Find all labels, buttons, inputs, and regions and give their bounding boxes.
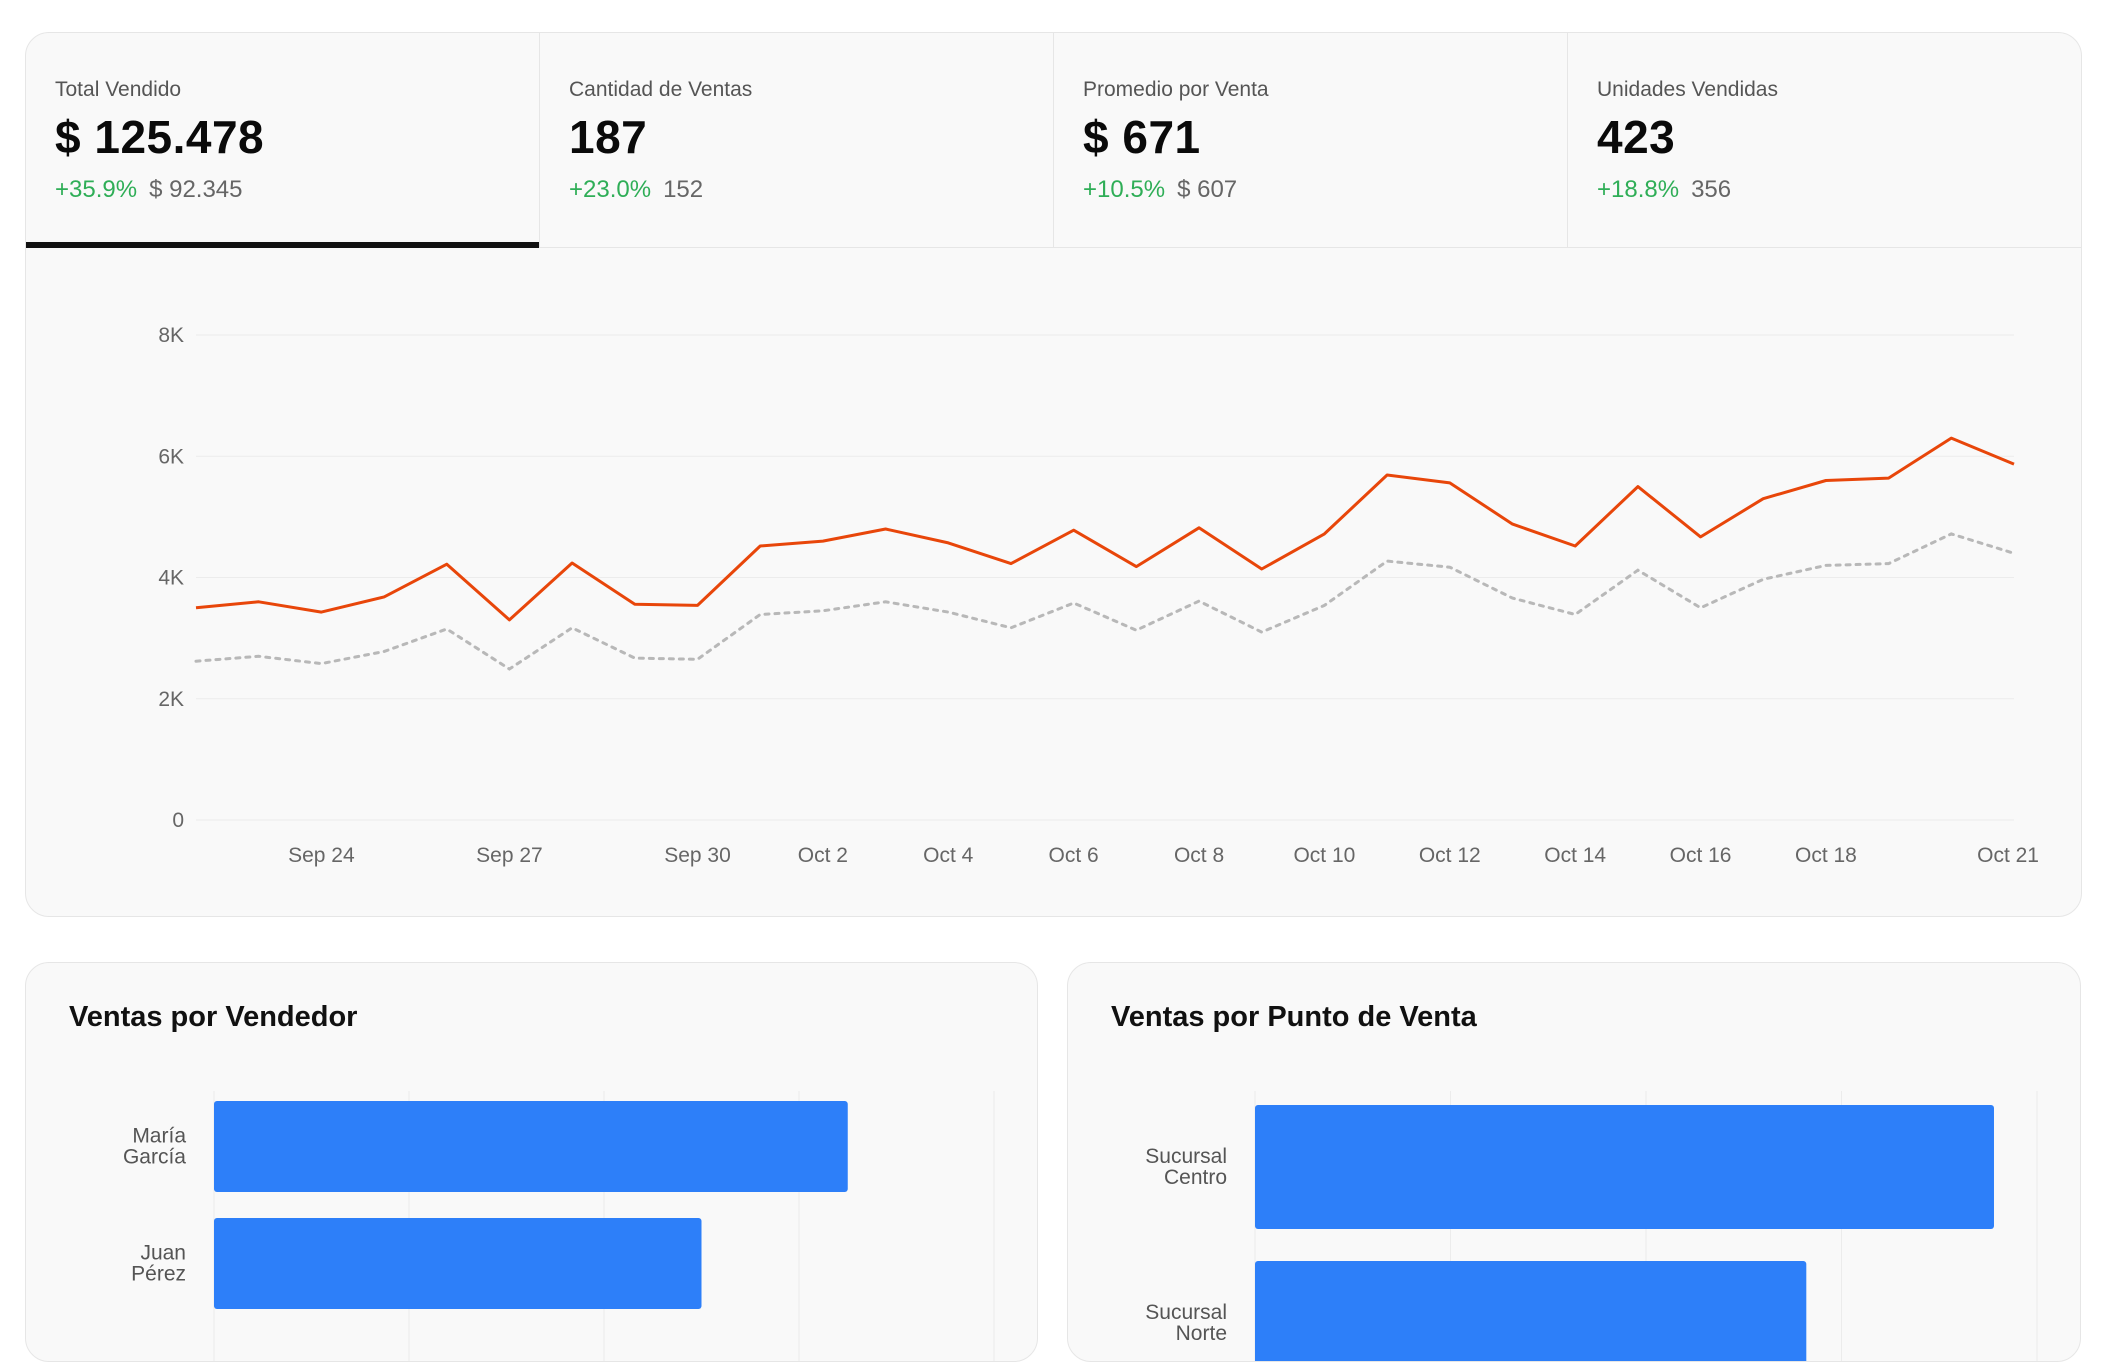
x-tick-label: Sep 27: [476, 844, 543, 867]
kpi-change: +35.9%: [55, 176, 138, 203]
x-tick-label: Oct 16: [1670, 844, 1732, 867]
x-tick-label: Oct 2: [798, 844, 848, 867]
category-label: Sucursal Centro: [1145, 1145, 1227, 1189]
category-label: Juan Pérez: [131, 1242, 186, 1286]
vendedor-bar-chart: María García Juan Pérez: [123, 1091, 995, 1361]
kpi-previous: $ 92.345: [149, 176, 243, 203]
panel-title: Ventas por Punto de Venta: [1111, 1001, 1477, 1033]
kpi-change: +18.8%: [1597, 176, 1680, 203]
series-line-anterior: [194, 532, 2016, 671]
kpi-tab-unidades-vendidas[interactable]: Unidades Vendidas 423 +18.8% 356: [1568, 33, 2081, 247]
kpi-change: +23.0%: [569, 176, 652, 203]
series-line-actual: [195, 436, 2015, 622]
x-tick-label: Oct 21: [1977, 844, 2039, 867]
y-tick-label: 6K: [158, 445, 184, 468]
kpi-label: Promedio por Venta: [1083, 78, 1269, 101]
kpi-previous: 356: [1691, 176, 1732, 203]
kpi-value: 423: [1597, 111, 1676, 163]
y-tick-label: 8K: [158, 324, 184, 347]
sales-overview-card: Total Vendido $ 125.478 +35.9% $ 92.345 C…: [25, 32, 2082, 917]
x-tick-label: Sep 30: [664, 844, 731, 867]
x-tick-label: Sep 24: [288, 844, 355, 867]
ventas-por-vendedor-card: Ventas por Vendedor María García Juan Pérez: [25, 962, 1038, 1362]
y-tick-label: 2K: [158, 688, 184, 711]
kpi-tab-promedio-venta[interactable]: Promedio por Venta $ 671 +10.5% $ 607: [1054, 33, 1568, 247]
category-label: Sucursal Norte: [1145, 1301, 1227, 1345]
kpi-value: 187: [569, 111, 648, 163]
bar: [1255, 1105, 1994, 1229]
bar: [214, 1218, 702, 1309]
y-tick-label: 0: [172, 809, 184, 832]
kpi-change: +10.5%: [1083, 176, 1166, 203]
x-tick-label: Oct 14: [1544, 844, 1606, 867]
kpi-previous: 152: [663, 176, 704, 203]
kpi-label: Total Vendido: [55, 78, 182, 101]
x-tick-label: Oct 12: [1419, 844, 1481, 867]
y-tick-label: 4K: [158, 567, 184, 590]
kpi-label: Cantidad de Ventas: [569, 78, 753, 101]
x-tick-label: Oct 10: [1293, 844, 1355, 867]
sales-line-chart: 0 2K 4K 6K 8K Sep 24 Sep 27 Sep 30 Oct 2 Oct 4 Oct…: [158, 324, 2039, 867]
kpi-tab-total-vendido[interactable]: Total Vendido $ 125.478 +35.9% $ 92.345: [26, 33, 540, 248]
kpi-label: Unidades Vendidas: [1597, 78, 1778, 101]
category-label: María García: [123, 1125, 186, 1169]
ventas-por-punto-card: Ventas por Punto de Venta Sucursal Centro…: [1067, 962, 2081, 1362]
bar: [214, 1101, 848, 1192]
kpi-previous: $ 607: [1177, 176, 1238, 203]
x-tick-label: Oct 6: [1049, 844, 1099, 867]
x-tick-label: Oct 18: [1795, 844, 1857, 867]
panel-title: Ventas por Vendedor: [69, 1001, 358, 1033]
kpi-value: $ 671: [1083, 111, 1201, 163]
kpi-value: $ 125.478: [55, 111, 265, 163]
x-tick-label: Oct 8: [1174, 844, 1224, 867]
punto-venta-bar-chart: Sucursal Centro Sucursal Norte: [1145, 1091, 2038, 1361]
kpi-tabs: Total Vendido $ 125.478 +35.9% $ 92.345 C…: [26, 33, 2081, 248]
bar: [1255, 1261, 1807, 1361]
kpi-tab-cantidad-ventas[interactable]: Cantidad de Ventas 187 +23.0% 152: [540, 33, 1054, 247]
x-tick-label: Oct 4: [923, 844, 974, 867]
